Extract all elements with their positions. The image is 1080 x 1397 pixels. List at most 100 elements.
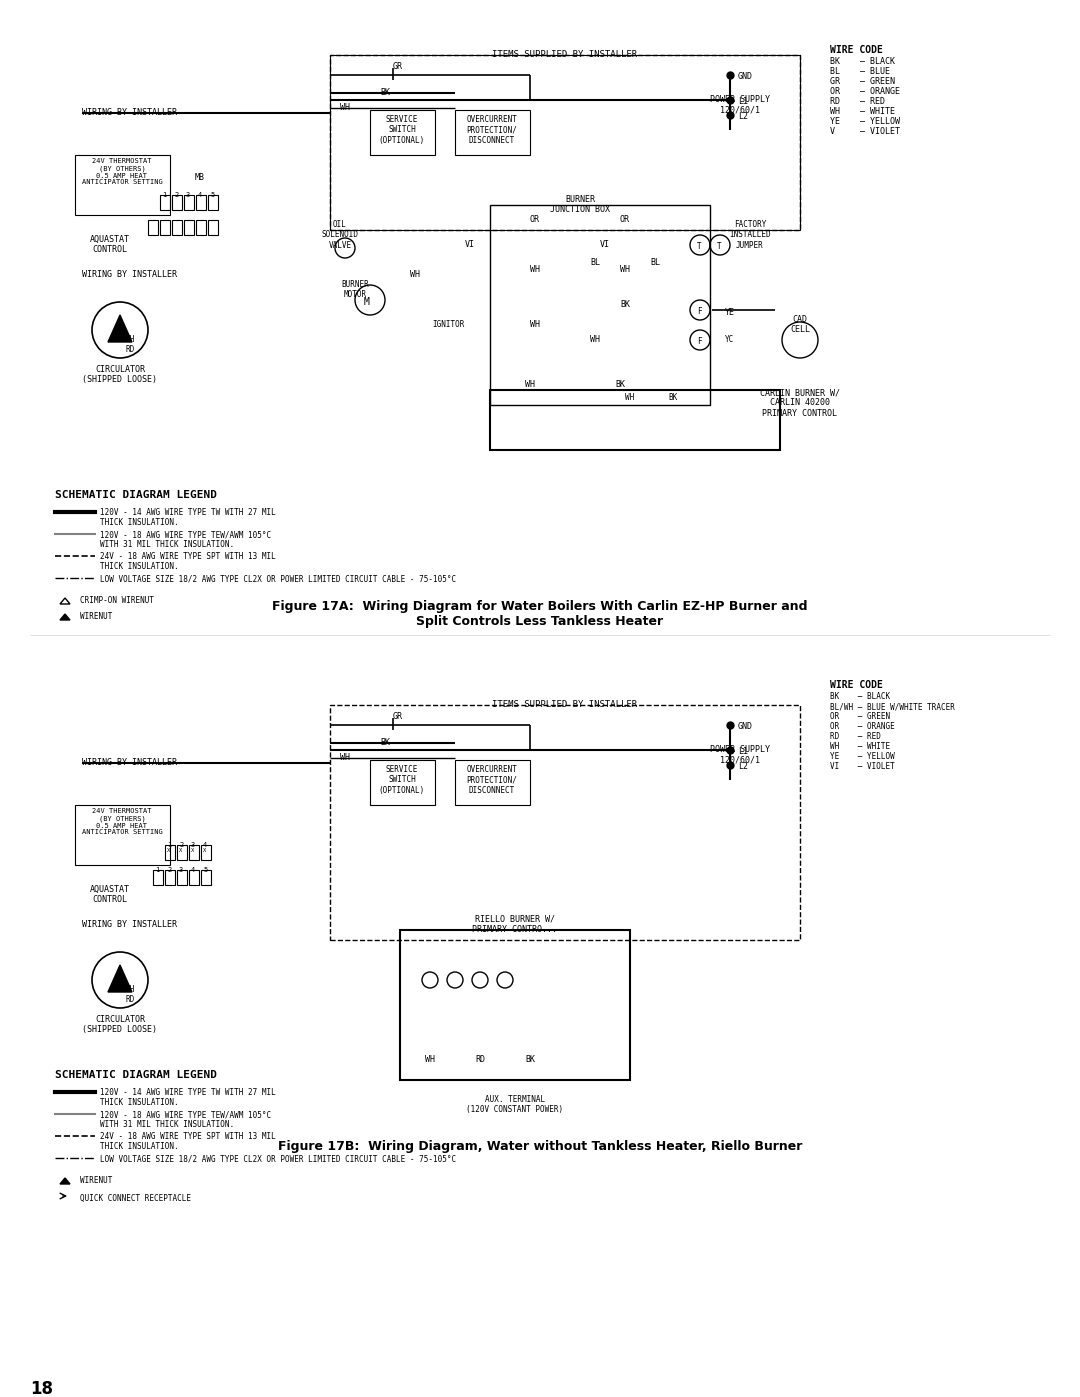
Text: OR: OR xyxy=(530,215,540,224)
Text: 120V - 18 AWG WIRE TYPE TEW/AWM 105°C
WITH 31 MIL THICK INSULATION.: 120V - 18 AWG WIRE TYPE TEW/AWM 105°C WI… xyxy=(100,529,271,549)
Text: T: T xyxy=(697,242,702,251)
Text: SCHEMATIC DIAGRAM LEGEND: SCHEMATIC DIAGRAM LEGEND xyxy=(55,490,217,500)
Text: WIRING BY INSTALLER: WIRING BY INSTALLER xyxy=(82,108,177,117)
Text: OR    – GREEN: OR – GREEN xyxy=(831,712,890,721)
Bar xyxy=(189,870,199,886)
Text: 24V - 18 AWG WIRE TYPE SPT WITH 13 MIL
THICK INSULATION.: 24V - 18 AWG WIRE TYPE SPT WITH 13 MIL T… xyxy=(100,1132,275,1151)
Text: WH    – WHITE: WH – WHITE xyxy=(831,108,895,116)
Bar xyxy=(184,219,194,235)
Text: BK    – BLACK: BK – BLACK xyxy=(831,57,895,66)
Bar xyxy=(160,219,170,235)
Text: ITEMS SUPPLIED BY INSTALLER: ITEMS SUPPLIED BY INSTALLER xyxy=(492,50,637,59)
Text: F: F xyxy=(697,307,702,316)
Text: WIRENUT: WIRENUT xyxy=(80,1176,112,1185)
Bar xyxy=(177,870,187,886)
Bar xyxy=(172,196,183,210)
Text: AUX. TERMINAL
(120V CONSTANT POWER): AUX. TERMINAL (120V CONSTANT POWER) xyxy=(467,1095,564,1115)
Text: SCHEMATIC DIAGRAM LEGEND: SCHEMATIC DIAGRAM LEGEND xyxy=(55,1070,217,1080)
Text: 120V - 14 AWG WIRE TYPE TW WITH 27 MIL
THICK INSULATION.: 120V - 14 AWG WIRE TYPE TW WITH 27 MIL T… xyxy=(100,1088,275,1108)
Text: 4: 4 xyxy=(203,842,207,848)
Text: WH: WH xyxy=(625,393,634,402)
Text: 1: 1 xyxy=(156,868,159,873)
Text: POWER SUPPLY
120/60/1: POWER SUPPLY 120/60/1 xyxy=(710,95,770,115)
Text: CIRCULATOR
(SHIPPED LOOSE): CIRCULATOR (SHIPPED LOOSE) xyxy=(82,365,158,384)
Bar xyxy=(172,219,183,235)
Text: RD: RD xyxy=(475,1055,485,1065)
Text: 3: 3 xyxy=(191,842,195,848)
Text: YE    – YELLOW: YE – YELLOW xyxy=(831,752,894,761)
Text: GR: GR xyxy=(393,61,403,71)
Text: 120V - 18 AWG WIRE TYPE TEW/AWM 105°C
WITH 31 MIL THICK INSULATION.: 120V - 18 AWG WIRE TYPE TEW/AWM 105°C WI… xyxy=(100,1111,271,1129)
Text: CAD
CELL: CAD CELL xyxy=(789,314,810,334)
Text: V     – VIOLET: V – VIOLET xyxy=(831,127,900,136)
Text: WH: WH xyxy=(410,270,420,279)
Text: WIRENUT: WIRENUT xyxy=(80,612,112,622)
Text: BK: BK xyxy=(380,738,390,747)
Text: 1: 1 xyxy=(167,842,172,848)
Text: RD: RD xyxy=(125,995,134,1004)
Bar xyxy=(208,219,218,235)
Text: X: X xyxy=(167,848,171,854)
Text: 24V - 18 AWG WIRE TYPE SPT WITH 13 MIL
THICK INSULATION.: 24V - 18 AWG WIRE TYPE SPT WITH 13 MIL T… xyxy=(100,552,275,571)
Text: BL/WH – BLUE W/WHITE TRACER: BL/WH – BLUE W/WHITE TRACER xyxy=(831,703,955,711)
Bar xyxy=(208,196,218,210)
Text: 5: 5 xyxy=(210,191,214,198)
Bar xyxy=(165,845,175,861)
Text: OR: OR xyxy=(620,215,630,224)
Polygon shape xyxy=(108,965,132,992)
Bar xyxy=(370,760,435,805)
Bar xyxy=(490,205,710,405)
Text: YE    – YELLOW: YE – YELLOW xyxy=(831,117,900,126)
Text: WIRING BY INSTALLER: WIRING BY INSTALLER xyxy=(82,759,177,767)
Text: SERVICE
SWITCH
(OPTIONAL): SERVICE SWITCH (OPTIONAL) xyxy=(379,115,426,145)
Text: RIELLO BURNER W/
PRIMARY CONTRO...: RIELLO BURNER W/ PRIMARY CONTRO... xyxy=(473,915,557,935)
Bar xyxy=(165,870,175,886)
Polygon shape xyxy=(60,615,70,620)
Text: WH: WH xyxy=(530,265,540,274)
Bar xyxy=(455,110,530,155)
Text: AQUASTAT
CONTROL: AQUASTAT CONTROL xyxy=(90,886,130,904)
Text: 2: 2 xyxy=(167,868,172,873)
Text: LOW VOLTAGE SIZE 18/2 AWG TYPE CL2X OR POWER LIMITED CIRCUIT CABLE - 75-105°C: LOW VOLTAGE SIZE 18/2 AWG TYPE CL2X OR P… xyxy=(100,1154,456,1162)
Text: 18: 18 xyxy=(30,1380,53,1397)
Text: 2: 2 xyxy=(174,191,178,198)
Bar xyxy=(370,110,435,155)
Text: BURNER
JUNCTION BOX: BURNER JUNCTION BOX xyxy=(550,196,610,214)
Text: CARLIN BURNER W/
CARLIN 40200
PRIMARY CONTROL: CARLIN BURNER W/ CARLIN 40200 PRIMARY CO… xyxy=(760,388,840,418)
Text: Figure 17A:  Wiring Diagram for Water Boilers With Carlin EZ-HP Burner and
Split: Figure 17A: Wiring Diagram for Water Boi… xyxy=(272,599,808,629)
Text: X: X xyxy=(179,848,183,854)
Text: CRIMP-ON WIRENUT: CRIMP-ON WIRENUT xyxy=(80,597,154,605)
Text: BURNER
MOTOR: BURNER MOTOR xyxy=(341,279,369,299)
Text: 3: 3 xyxy=(186,191,190,198)
Text: WIRE CODE: WIRE CODE xyxy=(831,680,882,690)
Text: 3: 3 xyxy=(179,868,184,873)
Text: 4: 4 xyxy=(191,868,195,873)
Text: AQUASTAT
CONTROL: AQUASTAT CONTROL xyxy=(90,235,130,254)
Text: RD: RD xyxy=(125,345,134,353)
Text: OR    – ORANGE: OR – ORANGE xyxy=(831,87,900,96)
Bar xyxy=(330,54,800,231)
Bar xyxy=(490,390,780,450)
Text: FACTORY
INSTALLED
JUMPER: FACTORY INSTALLED JUMPER xyxy=(729,219,771,250)
Text: WH: WH xyxy=(530,320,540,330)
Text: CIRCULATOR
(SHIPPED LOOSE): CIRCULATOR (SHIPPED LOOSE) xyxy=(82,1016,158,1034)
Text: IGNITOR: IGNITOR xyxy=(432,320,464,330)
Text: WH    – WHITE: WH – WHITE xyxy=(831,742,890,752)
Text: VI    – VIOLET: VI – VIOLET xyxy=(831,761,894,771)
Text: VI: VI xyxy=(465,240,475,249)
Text: M: M xyxy=(364,298,370,307)
Text: WIRE CODE: WIRE CODE xyxy=(831,45,882,54)
Text: X: X xyxy=(203,848,206,854)
Text: WH: WH xyxy=(125,335,134,344)
Bar xyxy=(153,870,163,886)
Text: RD    – RED: RD – RED xyxy=(831,732,881,740)
Text: OR    – ORANGE: OR – ORANGE xyxy=(831,722,894,731)
Text: 5: 5 xyxy=(203,868,207,873)
Text: WIRING BY INSTALLER: WIRING BY INSTALLER xyxy=(82,270,177,279)
Bar xyxy=(189,845,199,861)
Bar xyxy=(330,705,800,940)
Bar xyxy=(330,54,800,231)
Text: GR: GR xyxy=(393,712,403,721)
Text: WH: WH xyxy=(340,753,350,761)
Text: X: X xyxy=(191,848,194,854)
